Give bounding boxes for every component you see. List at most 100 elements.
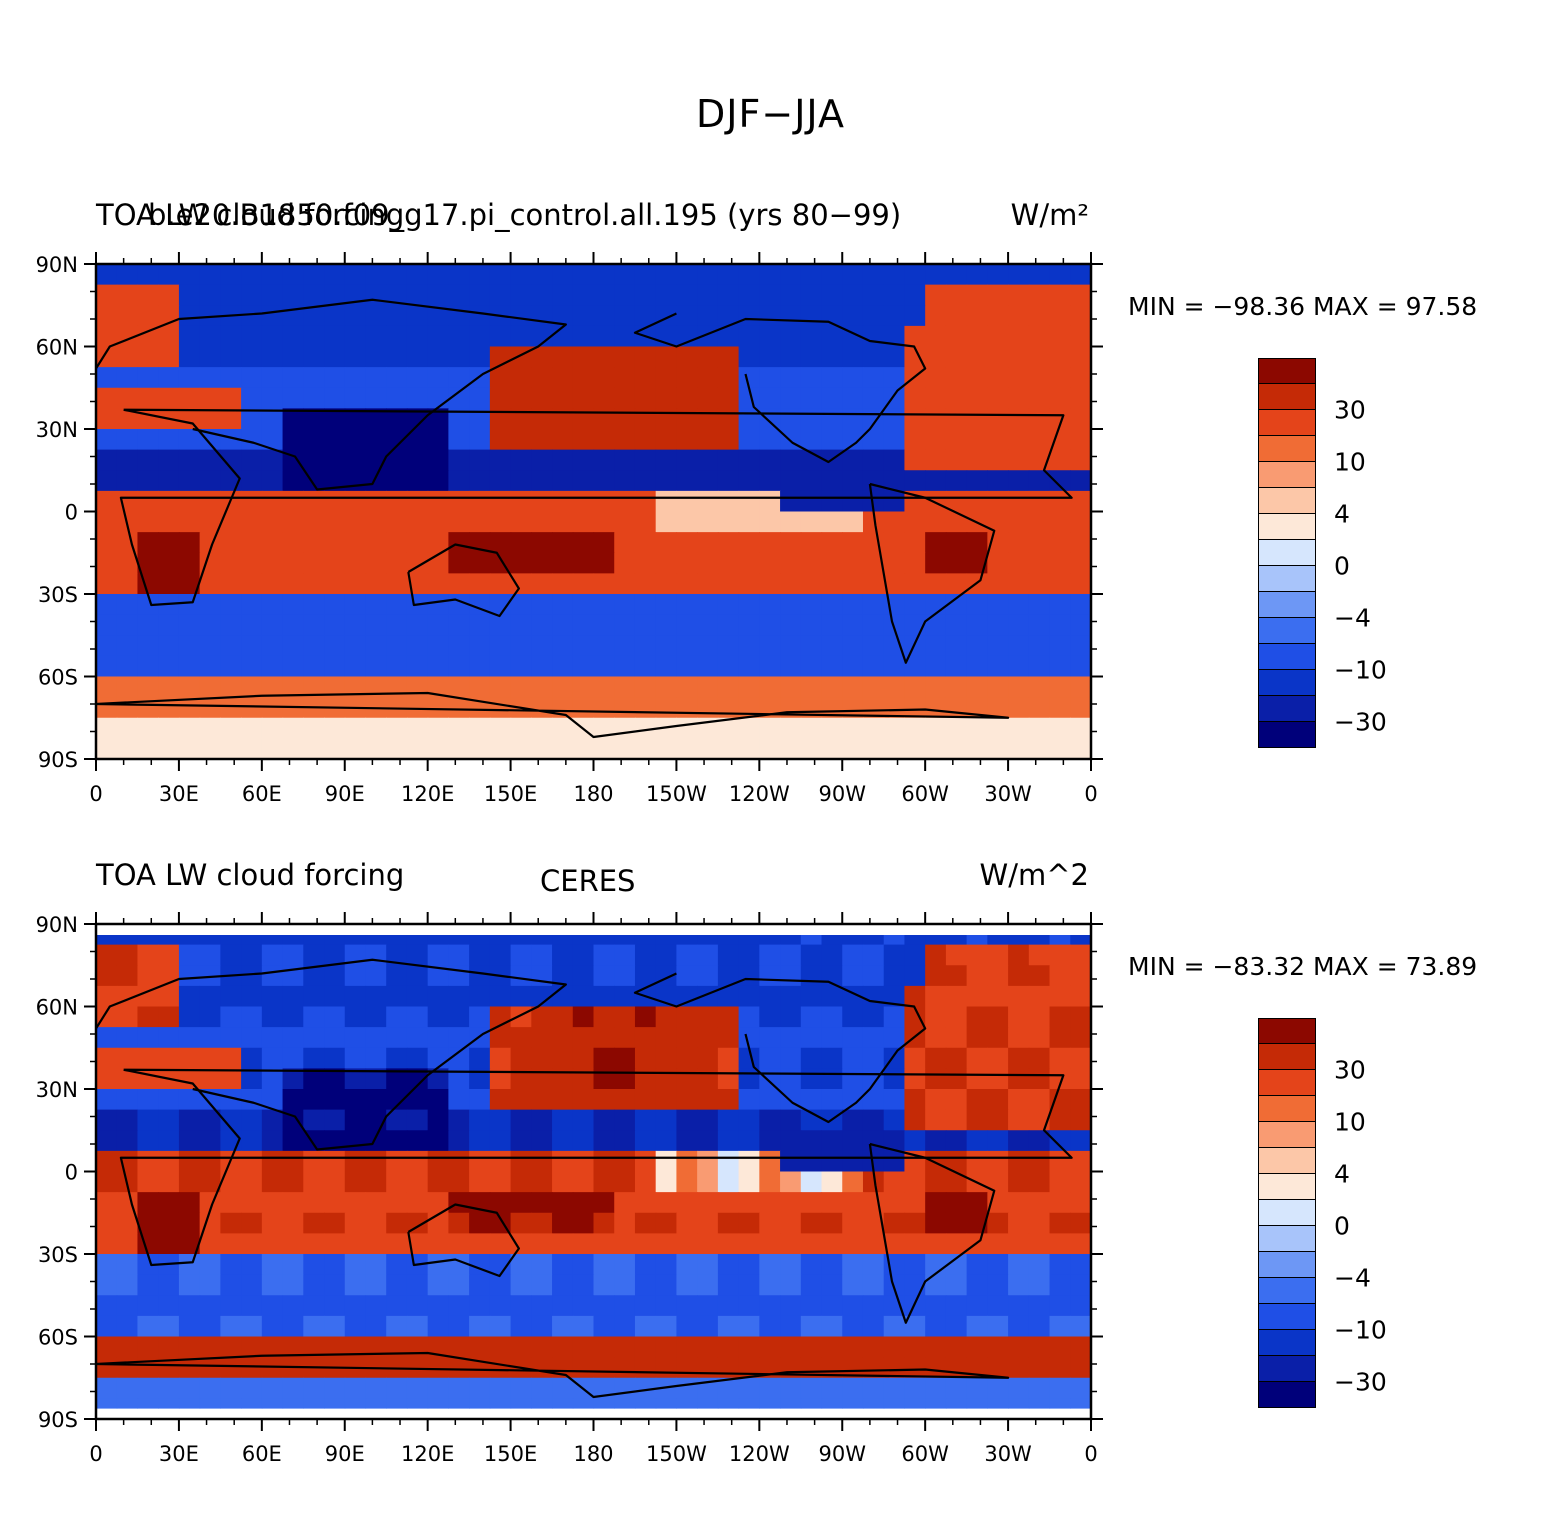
field-cell	[614, 264, 636, 286]
field-cell	[800, 1315, 823, 1338]
field-cell	[282, 1233, 304, 1255]
field-cell	[552, 1315, 574, 1338]
field-cell	[676, 717, 698, 739]
field-cell	[697, 511, 719, 533]
field-cell	[925, 1274, 947, 1296]
field-cell	[697, 1192, 719, 1214]
field-cell	[220, 635, 242, 657]
field-cell	[987, 1047, 1009, 1069]
field-cell	[634, 1089, 657, 1111]
field-cell	[469, 1233, 491, 1255]
field-cell	[324, 1006, 346, 1028]
field-cell	[821, 1254, 843, 1276]
field-cell	[178, 1377, 201, 1399]
field-cell	[1070, 1027, 1092, 1049]
field-cell	[469, 1047, 491, 1069]
field-cell	[717, 1254, 740, 1276]
field-cell	[862, 1130, 885, 1152]
field-cell	[96, 965, 118, 987]
field-cell	[489, 1150, 512, 1173]
field-cell	[386, 1398, 408, 1409]
field-cell	[303, 1006, 325, 1028]
field-cell	[800, 408, 823, 430]
field-cell	[158, 697, 180, 719]
field-cell	[469, 387, 491, 409]
field-cell	[365, 1006, 387, 1028]
field-cell	[531, 1150, 553, 1173]
field-cell	[324, 532, 346, 554]
field-cell	[655, 1254, 678, 1276]
field-cell	[261, 1130, 284, 1152]
field-cell	[96, 985, 118, 1008]
field-cell	[469, 1089, 491, 1111]
field-cell	[862, 1315, 885, 1338]
field-cell	[676, 325, 698, 348]
field-cell	[945, 1068, 968, 1090]
field-cell	[676, 387, 698, 409]
field-cell	[531, 1398, 553, 1409]
field-cell	[427, 367, 449, 389]
field-cell	[966, 614, 988, 636]
field-cell	[925, 264, 947, 286]
field-cell	[241, 1254, 263, 1276]
field-cell	[303, 1377, 325, 1399]
field-cell	[489, 717, 512, 739]
field-cell	[116, 367, 139, 389]
field-cell	[945, 1315, 968, 1338]
field-cell	[738, 325, 760, 348]
field-cell	[469, 573, 491, 595]
field-cell	[1008, 408, 1030, 430]
field-cell	[448, 717, 470, 739]
field-cell	[282, 985, 304, 1008]
field-cell	[241, 387, 263, 409]
field-cell	[572, 1212, 595, 1234]
field-cell	[448, 367, 470, 389]
field-cell	[593, 1398, 615, 1409]
field-cell	[406, 1192, 429, 1214]
field-cell	[1049, 490, 1071, 513]
field-cell	[1049, 1295, 1071, 1317]
field-cell	[655, 1171, 678, 1193]
field-cell	[531, 532, 553, 554]
field-cell	[759, 1109, 781, 1131]
field-cell	[386, 944, 408, 966]
field-cell	[220, 387, 242, 409]
field-cell	[531, 325, 553, 348]
field-cell	[510, 1130, 532, 1152]
field-cell	[406, 325, 429, 348]
field-cell	[158, 1150, 180, 1173]
field-cell	[324, 511, 346, 533]
field-cell	[365, 965, 387, 987]
field-cell	[220, 717, 242, 739]
field-cell	[324, 635, 346, 657]
field-cell	[1028, 1254, 1051, 1276]
field-cell	[697, 676, 719, 698]
field-cell	[448, 511, 470, 533]
field-cell	[241, 965, 263, 987]
field-cell	[96, 408, 118, 430]
field-cell	[1028, 1089, 1051, 1111]
field-cell	[945, 1274, 968, 1296]
field-cell	[738, 490, 760, 513]
field-cell	[966, 1006, 988, 1028]
field-cell	[945, 305, 968, 327]
field-cell	[1070, 346, 1092, 368]
field-cell	[759, 965, 781, 987]
field-cell	[489, 387, 512, 409]
field-cell	[966, 676, 988, 698]
field-cell	[96, 1006, 118, 1028]
field-cell	[406, 944, 429, 966]
field-cell	[489, 532, 512, 554]
field-cell	[634, 367, 657, 389]
field-cell	[883, 985, 906, 1008]
field-cell	[987, 264, 1009, 286]
field-cell	[1070, 490, 1092, 513]
field-cell	[199, 1377, 221, 1399]
field-cell	[1028, 655, 1051, 678]
field-cell	[821, 1027, 843, 1049]
field-cell	[137, 1109, 159, 1131]
field-cell	[220, 676, 242, 698]
field-cell	[862, 429, 885, 451]
field-cell	[1049, 1006, 1071, 1028]
field-cell	[489, 635, 512, 657]
